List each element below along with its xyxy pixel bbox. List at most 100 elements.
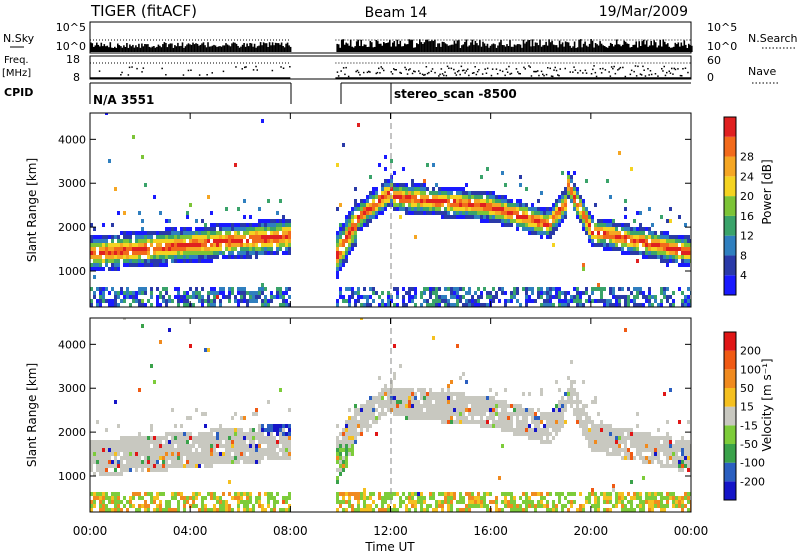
nsky-bar <box>124 47 127 52</box>
nsky-bar <box>507 46 510 52</box>
heatmap-cell <box>579 199 582 203</box>
heatmap-cell <box>273 223 276 227</box>
heatmap-cell <box>387 187 390 191</box>
heatmap-cell <box>621 295 624 299</box>
heatmap-cell <box>258 440 261 444</box>
nsky-bar <box>411 39 414 52</box>
heatmap-cell <box>360 223 363 227</box>
heatmap-cell <box>669 247 672 251</box>
heatmap-cell <box>504 388 507 392</box>
heatmap-cell <box>582 380 585 384</box>
heatmap-cell <box>171 227 174 231</box>
y-tick-label: 1000 <box>58 265 86 278</box>
heatmap-cell <box>186 436 189 440</box>
x-tick-label: 00:00 <box>73 524 108 538</box>
heatmap-cell <box>471 295 474 299</box>
heatmap-cell <box>285 452 288 456</box>
heatmap-cell <box>465 183 468 187</box>
heatmap-cell <box>474 199 477 203</box>
nsky-bar <box>253 43 256 52</box>
heatmap-cell <box>681 239 684 243</box>
heatmap-cell <box>225 247 228 251</box>
nsky-bar <box>183 47 185 52</box>
heatmap-cell <box>549 303 552 307</box>
heatmap-cell <box>435 408 438 412</box>
heatmap-cell <box>645 432 648 436</box>
heatmap-cell <box>525 504 528 508</box>
heatmap-cell <box>171 448 174 452</box>
heatmap-cell <box>465 199 468 203</box>
heatmap-cell <box>129 291 132 295</box>
heatmap-cell <box>627 287 630 291</box>
heatmap-cell <box>441 492 444 496</box>
nsky-bar <box>620 46 622 52</box>
heatmap-cell <box>519 424 522 428</box>
heatmap-cell <box>339 448 342 452</box>
nsky-bar <box>423 42 426 52</box>
heatmap-cell <box>234 440 237 444</box>
heatmap-cell <box>588 219 591 223</box>
heatmap-cell <box>363 404 366 408</box>
heatmap-cell <box>531 299 534 303</box>
heatmap-cell <box>606 444 609 448</box>
heatmap-cell <box>471 211 474 215</box>
heatmap-cell <box>459 195 462 199</box>
nsky-bar <box>133 47 136 52</box>
nsky-bar <box>189 44 191 52</box>
nsky-bar <box>615 39 618 52</box>
heatmap-cell <box>459 500 462 504</box>
heatmap-cell <box>426 299 429 303</box>
heatmap-cell <box>672 504 675 508</box>
nsky-bar <box>354 46 356 52</box>
heatmap-cell <box>150 303 153 307</box>
heatmap-cell <box>189 287 192 291</box>
heatmap-cell <box>336 231 339 235</box>
heatmap-cell <box>555 199 558 203</box>
heatmap-cell <box>396 287 399 291</box>
heatmap-cell <box>93 255 96 259</box>
heatmap-cell <box>366 203 369 207</box>
heatmap-cell <box>219 223 222 227</box>
heatmap-cell <box>381 392 384 396</box>
heatmap-cell <box>576 295 579 299</box>
heatmap-cell <box>375 408 378 412</box>
heatmap-cell <box>432 203 435 207</box>
heatmap-cell <box>102 504 105 508</box>
heatmap-cell <box>441 191 444 195</box>
heatmap-cell <box>135 440 138 444</box>
heatmap-cell <box>408 492 411 496</box>
heatmap-cell <box>216 295 219 299</box>
heatmap-cell <box>537 295 540 299</box>
heatmap-cell <box>549 416 552 420</box>
heatmap-cell <box>471 404 474 408</box>
heatmap-cell <box>381 199 384 203</box>
heatmap-cell <box>114 504 117 508</box>
heatmap-cell <box>384 195 387 199</box>
heatmap-cell <box>285 227 288 231</box>
heatmap-cell <box>138 508 141 512</box>
heatmap-cell <box>228 504 231 508</box>
freq-strip-data <box>90 62 691 79</box>
nsky-bar <box>651 45 654 52</box>
nsky-bar <box>590 39 592 52</box>
heatmap-cell <box>456 287 459 291</box>
heatmap-cell <box>129 243 132 247</box>
nsky-bar <box>112 48 115 52</box>
heatmap-cell <box>102 468 105 472</box>
heatmap-cell <box>618 492 621 496</box>
heatmap-cell <box>447 287 450 291</box>
heatmap-cell <box>246 223 249 227</box>
heatmap-cell <box>222 444 225 448</box>
heatmap-cell <box>351 211 354 215</box>
heatmap-cell <box>681 436 684 440</box>
nsearch-tick-bottom: 10^0 <box>707 40 737 53</box>
heatmap-cell <box>213 452 216 456</box>
heatmap-cell <box>399 496 402 500</box>
heatmap-cell <box>540 219 543 223</box>
heatmap-cell <box>222 255 225 259</box>
nsky-bar <box>582 43 585 52</box>
heatmap-cell <box>621 243 624 247</box>
colorbar-tick-label: 20 <box>740 190 754 203</box>
colorbar-swatch <box>724 406 736 426</box>
heatmap-cell <box>159 440 162 444</box>
